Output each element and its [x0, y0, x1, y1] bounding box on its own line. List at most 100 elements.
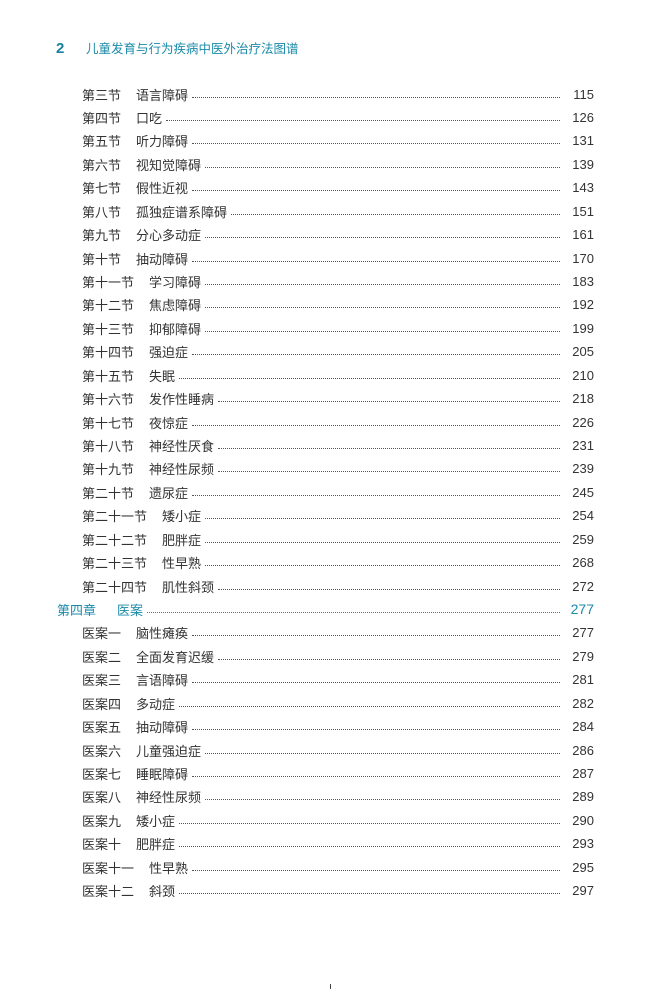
- toc-case-entry[interactable]: 医案十二 斜颈 297: [82, 881, 594, 901]
- entry-title: 语言障碍: [136, 88, 189, 104]
- toc-case-entry[interactable]: 医案五 抽动障碍 284: [82, 717, 594, 737]
- entry-page: 293: [572, 836, 594, 852]
- book-title: 儿童发育与行为疾病中医外治疗法图谱: [86, 41, 299, 56]
- toc-case-entry[interactable]: 医案九 矮小症 290: [82, 810, 594, 830]
- entry-page: 254: [572, 508, 594, 524]
- toc-section-entry[interactable]: 第三节 语言障碍 115: [82, 84, 594, 104]
- toc-section-entry[interactable]: 第九节 分心多动症 161: [82, 225, 594, 245]
- toc-section-entry[interactable]: 第十二节 焦虑障碍 192: [82, 295, 594, 315]
- toc-section-entry[interactable]: 第十一节 学习障碍 183: [82, 271, 594, 291]
- entry-page: 226: [572, 414, 594, 430]
- toc-section-entry[interactable]: 第六节 视知觉障碍 139: [82, 154, 594, 174]
- entry-title: 神经性尿频: [136, 791, 202, 807]
- entry-number: 第三节: [82, 88, 122, 104]
- entry-page: 231: [572, 437, 594, 453]
- toc-section-entry[interactable]: 第十八节 神经性厌食 231: [82, 435, 594, 455]
- entry-page: 245: [572, 484, 594, 500]
- dot-leader: [192, 190, 560, 192]
- entry-number: 医案十一: [82, 861, 135, 877]
- entry-number: 第二十一节: [82, 510, 148, 526]
- toc-case-entry[interactable]: 医案七 睡眠障碍 287: [82, 763, 594, 783]
- dot-leader: [192, 260, 560, 262]
- entry-number: 第四节: [82, 111, 122, 127]
- toc-section-entry[interactable]: 第五节 听力障碍 131: [82, 131, 594, 151]
- dot-leader: [205, 565, 560, 567]
- toc-section-entry[interactable]: 第八节 孤独症谱系障碍 151: [82, 201, 594, 221]
- toc-section-entry[interactable]: 第十七节 夜惊症 226: [82, 412, 594, 432]
- toc-chapter-entry[interactable]: 第四章 医案 277: [57, 599, 594, 619]
- toc-section-entry[interactable]: 第十三节 抑郁障碍 199: [82, 318, 594, 338]
- entry-title: 焦虑障碍: [149, 299, 202, 315]
- toc-section-entry[interactable]: 第十节 抽动障碍 170: [82, 248, 594, 268]
- dot-leader: [192, 424, 560, 426]
- entry-number: 第十六节: [82, 393, 135, 409]
- entry-title: 矮小症: [162, 510, 202, 526]
- entry-title: 肥胖症: [136, 838, 176, 854]
- dot-leader: [205, 283, 560, 285]
- dot-leader: [218, 471, 560, 473]
- entry-page: 210: [572, 367, 594, 383]
- toc-section-entry[interactable]: 第十五节 失眠 210: [82, 365, 594, 385]
- entry-page: 277: [572, 625, 594, 641]
- entry-number: 第二十三节: [82, 557, 148, 573]
- toc-case-entry[interactable]: 医案六 儿童强迫症 286: [82, 740, 594, 760]
- entry-number: 医案十: [82, 838, 122, 854]
- entry-title: 医案: [117, 603, 144, 619]
- entry-number: 第十四节: [82, 346, 135, 362]
- entry-page: 143: [572, 180, 594, 196]
- toc-case-entry[interactable]: 医案二 全面发育迟缓 279: [82, 646, 594, 666]
- toc-section-entry[interactable]: 第二十节 遗尿症 245: [82, 482, 594, 502]
- toc-case-entry[interactable]: 医案四 多动症 282: [82, 693, 594, 713]
- toc-case-entry[interactable]: 医案十一 性早熟 295: [82, 857, 594, 877]
- entry-number: 第十九节: [82, 463, 135, 479]
- toc-section-entry[interactable]: 第十六节 发作性睡病 218: [82, 389, 594, 409]
- toc-section-entry[interactable]: 第二十四节 肌性斜颈 272: [82, 576, 594, 596]
- toc-section-entry[interactable]: 第十四节 强迫症 205: [82, 342, 594, 362]
- entry-page: 199: [572, 320, 594, 336]
- entry-page: 218: [572, 391, 594, 407]
- entry-title: 失眠: [149, 369, 176, 385]
- entry-number: 第十七节: [82, 416, 135, 432]
- toc-case-entry[interactable]: 医案八 神经性尿频 289: [82, 787, 594, 807]
- toc-case-entry[interactable]: 医案三 言语障碍 281: [82, 670, 594, 690]
- entry-title: 肌性斜颈: [162, 580, 215, 596]
- entry-title: 孤独症谱系障碍: [136, 205, 228, 221]
- entry-number: 第四章: [57, 603, 97, 619]
- entry-number: 医案七: [82, 767, 122, 783]
- dot-leader: [205, 518, 560, 520]
- toc-section-entry[interactable]: 第四节 口吃 126: [82, 107, 594, 127]
- entry-number: 第二十二节: [82, 533, 148, 549]
- dot-leader: [192, 494, 560, 496]
- dot-leader: [179, 846, 560, 848]
- dot-leader: [192, 143, 560, 145]
- entry-number: 医案二: [82, 650, 122, 666]
- entry-page: 297: [572, 883, 594, 899]
- entry-title: 听力障碍: [136, 135, 189, 151]
- entry-title: 神经性尿频: [149, 463, 215, 479]
- toc-section-entry[interactable]: 第二十一节 矮小症 254: [82, 506, 594, 526]
- entry-title: 神经性厌食: [149, 439, 215, 455]
- entry-page: 126: [572, 109, 594, 125]
- entry-page: 284: [572, 719, 594, 735]
- entry-page: 279: [572, 648, 594, 664]
- entry-number: 医案六: [82, 744, 122, 760]
- toc-section-entry[interactable]: 第七节 假性近视 143: [82, 178, 594, 198]
- toc-case-entry[interactable]: 医案一 脑性瘫痪 277: [82, 623, 594, 643]
- dot-leader: [166, 119, 560, 121]
- dot-leader: [205, 237, 560, 239]
- entry-number: 医案五: [82, 721, 122, 737]
- entry-number: 第六节: [82, 158, 122, 174]
- dot-leader: [179, 822, 560, 824]
- entry-page: 287: [572, 765, 594, 781]
- entry-page: 289: [572, 789, 594, 805]
- entry-page: 272: [572, 578, 594, 594]
- entry-page: 268: [572, 555, 594, 571]
- toc-section-entry[interactable]: 第二十二节 肥胖症 259: [82, 529, 594, 549]
- toc-section-entry[interactable]: 第十九节 神经性尿频 239: [82, 459, 594, 479]
- toc-case-entry[interactable]: 医案十 肥胖症 293: [82, 834, 594, 854]
- entry-number: 医案四: [82, 697, 122, 713]
- toc-section-entry[interactable]: 第二十三节 性早熟 268: [82, 553, 594, 573]
- dot-leader: [205, 752, 560, 754]
- dot-leader: [218, 658, 560, 660]
- dot-leader: [192, 635, 560, 637]
